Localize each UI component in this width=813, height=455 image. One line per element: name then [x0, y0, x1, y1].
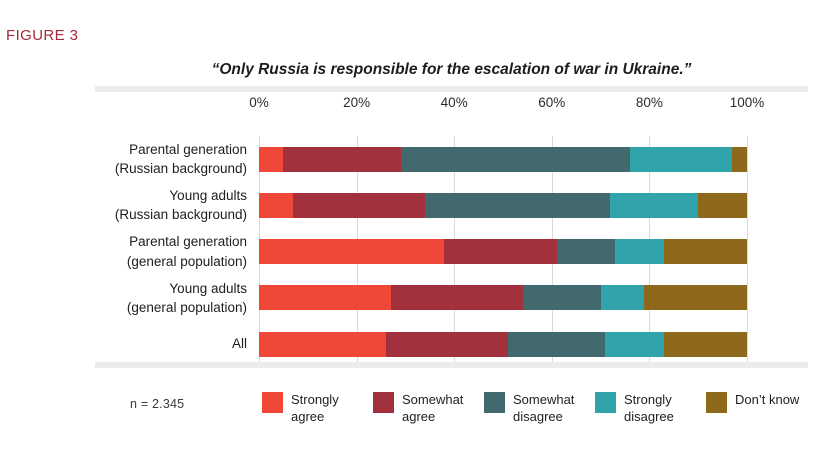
legend-item: Strongly disagree — [595, 391, 706, 425]
legend-label: Strongly agree — [291, 392, 339, 425]
stacked-bar — [259, 146, 747, 172]
stacked-bar — [259, 285, 747, 311]
bar-segment — [259, 239, 445, 265]
figure-number-label: FIGURE 3 — [6, 27, 79, 44]
bar-segment — [556, 239, 616, 265]
bar-segment — [605, 331, 665, 357]
bar-segment — [390, 285, 523, 311]
legend-item: Somewhat disagree — [484, 391, 595, 425]
x-axis-tick-label: 40% — [440, 95, 468, 110]
stacked-bar — [259, 192, 747, 218]
legend-item: Somewhat agree — [373, 391, 484, 425]
bar-segment — [259, 146, 284, 172]
bar-segment — [610, 192, 699, 218]
bar-segment — [732, 146, 747, 172]
legend-swatch — [706, 392, 727, 413]
category-label: Parental generation (Russian background) — [95, 137, 247, 181]
category-label: Parental generation (general population) — [95, 230, 247, 274]
bar-segment — [615, 239, 665, 265]
category-label-line: (general population) — [126, 253, 247, 269]
bar-segment — [259, 285, 391, 311]
bar-segment — [664, 331, 747, 357]
bar-segment — [400, 146, 630, 172]
bar-segment — [698, 192, 747, 218]
legend-swatch — [484, 392, 505, 413]
bar-segment — [664, 239, 747, 265]
plot-bottom-frame-band — [95, 362, 808, 368]
legend-label: Don’t know — [735, 392, 800, 407]
legend-item: Strongly agree — [262, 391, 373, 425]
legend-item: Don’t know — [706, 391, 813, 425]
legend-swatch — [373, 392, 394, 413]
legend-label: Strongly disagree — [624, 392, 674, 425]
bar-segment — [600, 285, 645, 311]
stacked-bar — [259, 331, 747, 357]
legend: Strongly agree Somewhat agree Somewhat dis… — [262, 391, 813, 425]
x-axis-tick-label: 60% — [538, 95, 566, 110]
bar-segment — [507, 331, 606, 357]
bar-segment — [259, 331, 386, 357]
plot-top-frame-band — [95, 86, 808, 92]
legend-label: Somewhat agree — [402, 392, 464, 425]
category-label-line: Parental generation — [129, 234, 247, 250]
category-label-line: Parental generation — [129, 142, 247, 158]
gridline — [747, 136, 748, 362]
category-label-line: All — [231, 336, 247, 352]
bar-segment — [424, 192, 611, 218]
bar-segment — [283, 146, 401, 172]
category-label-line: Young adults — [169, 188, 247, 204]
x-axis-tick-label: 100% — [729, 95, 765, 110]
bar-segment — [385, 331, 508, 357]
chart-title: “Only Russia is responsible for the esca… — [211, 61, 692, 78]
bar-segment — [259, 192, 294, 218]
x-axis-tick-label: 80% — [635, 95, 663, 110]
legend-swatch — [595, 392, 616, 413]
category-label: All — [95, 322, 247, 366]
category-label-line: (general population) — [126, 299, 247, 315]
x-axis-tick-label: 20% — [343, 95, 371, 110]
sample-size-note: n = 2.345 — [130, 397, 185, 411]
legend-swatch — [262, 392, 283, 413]
bar-segment — [444, 239, 557, 265]
category-label-line: Young adults — [169, 280, 247, 296]
stacked-bar — [259, 239, 747, 265]
bar-segment — [644, 285, 747, 311]
category-label-line: (Russian background) — [114, 207, 247, 223]
bar-segment — [522, 285, 601, 311]
category-label-line: (Russian background) — [114, 161, 247, 177]
category-label: Young adults (general population) — [95, 276, 247, 320]
category-label: Young adults (Russian background) — [95, 183, 247, 227]
legend-label: Somewhat disagree — [513, 392, 575, 425]
x-axis-tick-label: 0% — [249, 95, 269, 110]
stacked-bar-chart: 0% 20% 40% 60% 80% 100% Parental generation (R… — [95, 86, 808, 376]
bar-segment — [629, 146, 733, 172]
bar-segment — [293, 192, 425, 218]
